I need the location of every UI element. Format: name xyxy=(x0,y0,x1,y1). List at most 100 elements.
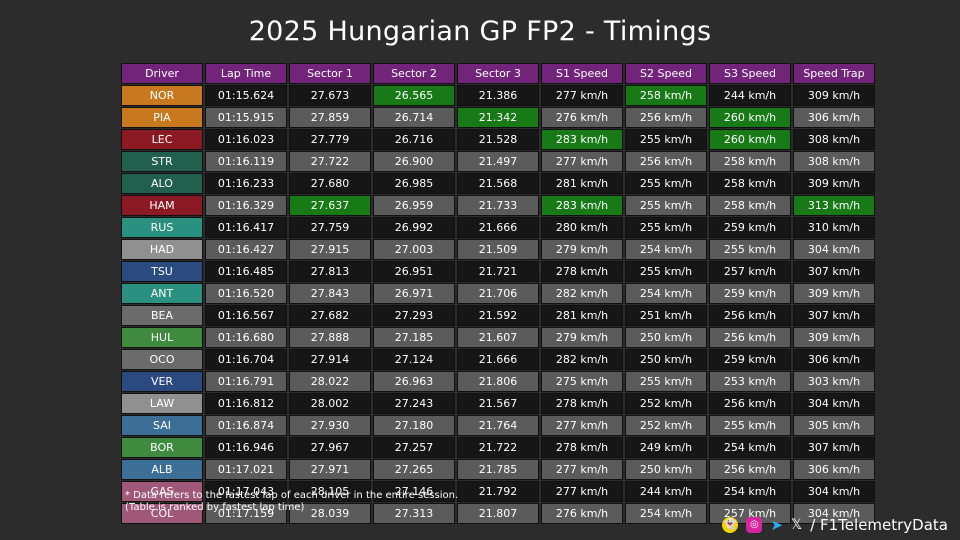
table-cell: 27.257 xyxy=(373,437,455,458)
table-cell: 306 km/h xyxy=(793,107,875,128)
table-cell: 254 km/h xyxy=(709,437,791,458)
table-cell: 26.971 xyxy=(373,283,455,304)
table-cell: 304 km/h xyxy=(793,481,875,502)
table-row: ANT 01:16.520 27.843 26.971 21.706 282 km/h 25… xyxy=(121,283,875,304)
table-cell: 01:16.329 xyxy=(205,195,287,216)
table-row: PIA 01:15.915 27.859 26.714 21.342 276 km/h 25… xyxy=(121,107,875,128)
driver-cell: HAM xyxy=(121,195,203,216)
table-row: ALO 01:16.233 27.680 26.985 21.568 281 km/h 25… xyxy=(121,173,875,194)
table-cell: 27.915 xyxy=(289,239,371,260)
driver-cell: COL xyxy=(121,503,203,524)
column-header: S1 Speed xyxy=(541,63,623,84)
column-header: Lap Time xyxy=(205,63,287,84)
table-row: SAI 01:16.874 27.930 27.180 21.764 277 km/h 25… xyxy=(121,415,875,436)
table-row: STR 01:16.119 27.722 26.900 21.497 277 km/h 25… xyxy=(121,151,875,172)
table-cell: 281 km/h xyxy=(541,173,623,194)
table-cell: 259 km/h xyxy=(709,349,791,370)
driver-cell: SAI xyxy=(121,415,203,436)
table-cell: 27.243 xyxy=(373,393,455,414)
table-cell: 279 km/h xyxy=(541,239,623,260)
column-header: Sector 2 xyxy=(373,63,455,84)
table-cell: 277 km/h xyxy=(541,151,623,172)
driver-cell: OCO xyxy=(121,349,203,370)
table-cell: 280 km/h xyxy=(541,217,623,238)
table-cell: 01:16.119 xyxy=(205,151,287,172)
table-cell: 256 km/h xyxy=(709,393,791,414)
table-cell: 21.666 xyxy=(457,349,539,370)
table-cell: 27.759 xyxy=(289,217,371,238)
table-cell: 305 km/h xyxy=(793,415,875,436)
table-cell: 309 km/h xyxy=(793,327,875,348)
column-header: Sector 3 xyxy=(457,63,539,84)
table-cell: 255 km/h xyxy=(625,129,707,150)
footnote-line-1: * Data refers to the fastest lap of each… xyxy=(125,490,459,501)
telegram-icon[interactable]: ➤ xyxy=(770,516,783,534)
table-cell: 27.673 xyxy=(289,85,371,106)
table-cell: 26.714 xyxy=(373,107,455,128)
table-row: COL 01:17.159 28.039 27.313 21.807 276 km/h 25… xyxy=(121,503,875,524)
table-cell: 27.313 xyxy=(373,503,455,524)
table-cell: 26.565 xyxy=(373,85,455,106)
table-cell: 27.779 xyxy=(289,129,371,150)
table-cell: 21.764 xyxy=(457,415,539,436)
table-cell: 304 km/h xyxy=(793,239,875,260)
instagram-icon[interactable]: ◎ xyxy=(746,517,763,533)
table-cell: 21.607 xyxy=(457,327,539,348)
table-cell: 279 km/h xyxy=(541,327,623,348)
table-row: RUS 01:16.417 27.759 26.992 21.666 280 km/h 25… xyxy=(121,217,875,238)
table-cell: 256 km/h xyxy=(709,327,791,348)
table-cell: 27.185 xyxy=(373,327,455,348)
table-cell: 27.914 xyxy=(289,349,371,370)
table-cell: 256 km/h xyxy=(625,107,707,128)
table-cell: 255 km/h xyxy=(709,415,791,436)
table-cell: 21.785 xyxy=(457,459,539,480)
table-cell: 21.497 xyxy=(457,151,539,172)
page-title: 2025 Hungarian GP FP2 - Timings xyxy=(248,16,712,47)
table-cell: 27.265 xyxy=(373,459,455,480)
table-cell: 01:16.680 xyxy=(205,327,287,348)
table-cell: 307 km/h xyxy=(793,261,875,282)
table-cell: 244 km/h xyxy=(709,85,791,106)
table-cell: 01:17.021 xyxy=(205,459,287,480)
table-row: BOR 01:16.946 27.967 27.257 21.722 278 km/h 24… xyxy=(121,437,875,458)
driver-cell: BOR xyxy=(121,437,203,458)
table-cell: 254 km/h xyxy=(625,503,707,524)
table-cell: 21.509 xyxy=(457,239,539,260)
table-cell: 255 km/h xyxy=(709,239,791,260)
table-cell: 304 km/h xyxy=(793,503,875,524)
column-header: Driver xyxy=(121,63,203,84)
x-icon[interactable]: 𝕏 xyxy=(790,517,803,533)
table-cell: 256 km/h xyxy=(625,151,707,172)
table-cell: 01:16.233 xyxy=(205,173,287,194)
table-row: OCO 01:16.704 27.914 27.124 21.666 282 km/h 25… xyxy=(121,349,875,370)
table-cell: 27.813 xyxy=(289,261,371,282)
column-header: S3 Speed xyxy=(709,63,791,84)
table-cell: 283 km/h xyxy=(541,129,623,150)
table-cell: 258 km/h xyxy=(709,151,791,172)
table-cell: 309 km/h xyxy=(793,85,875,106)
table-cell: 28.022 xyxy=(289,371,371,392)
social-handle[interactable]: / F1TelemetryData xyxy=(810,516,948,534)
table-cell: 255 km/h xyxy=(625,173,707,194)
table-cell: 27.146 xyxy=(373,481,455,502)
table-cell: 27.859 xyxy=(289,107,371,128)
table-cell: 278 km/h xyxy=(541,393,623,414)
table-cell: 253 km/h xyxy=(709,371,791,392)
table-cell: 27.680 xyxy=(289,173,371,194)
table-cell: 278 km/h xyxy=(541,261,623,282)
table-cell: 258 km/h xyxy=(709,195,791,216)
driver-cell: ANT xyxy=(121,283,203,304)
table-row: LAW 01:16.812 28.002 27.243 21.567 278 km/h 25… xyxy=(121,393,875,414)
driver-cell: HAD xyxy=(121,239,203,260)
table-cell: 259 km/h xyxy=(709,217,791,238)
table-cell: 27.843 xyxy=(289,283,371,304)
table-cell: 250 km/h xyxy=(625,327,707,348)
social-bar: 👻 ◎ ➤ 𝕏 / F1TelemetryData xyxy=(722,516,948,534)
table-cell: 28.039 xyxy=(289,503,371,524)
table-cell: 255 km/h xyxy=(625,371,707,392)
table-cell: 306 km/h xyxy=(793,459,875,480)
driver-cell: BEA xyxy=(121,305,203,326)
driver-cell: TSU xyxy=(121,261,203,282)
snapchat-icon[interactable]: 👻 xyxy=(722,517,739,533)
table-row: GAS 01:17.043 28.105 27.146 21.792 277 km/h 24… xyxy=(121,481,875,502)
